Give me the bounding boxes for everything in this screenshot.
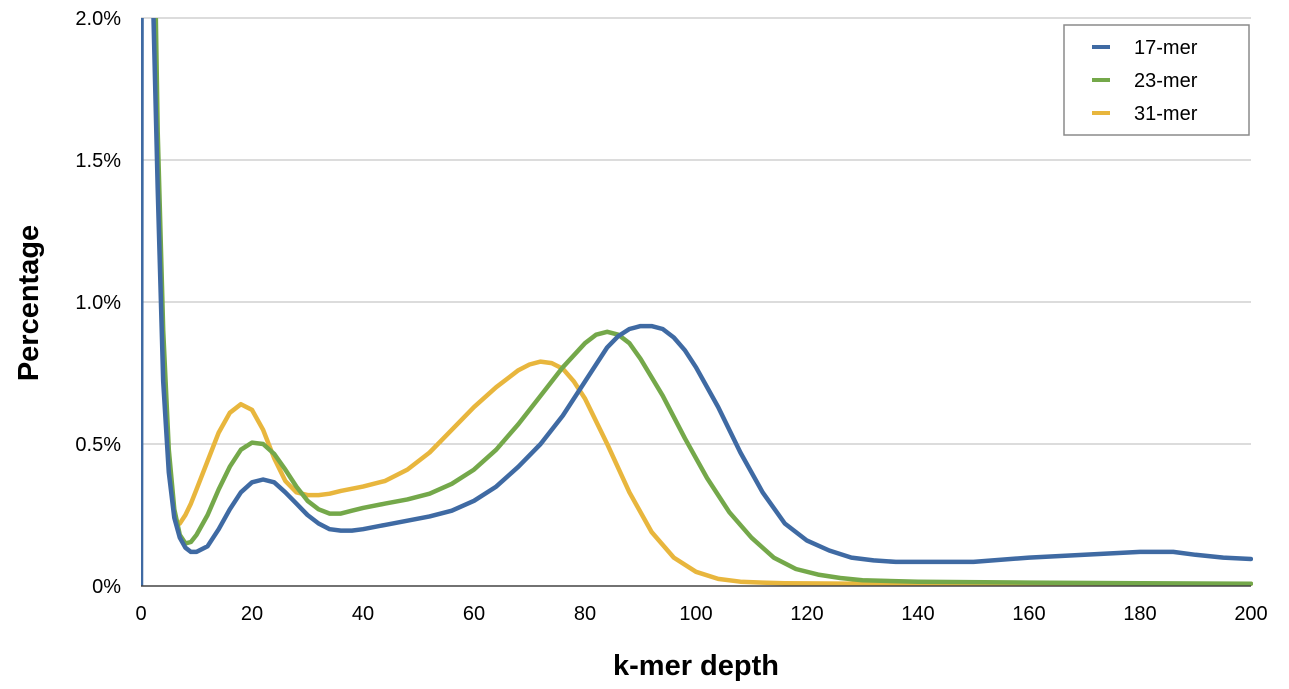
x-tick-label: 60	[463, 603, 485, 625]
x-tick-label: 100	[679, 603, 712, 625]
y-axis-ticks: 0% 0.5% 1.0% 1.5% 2.0%	[75, 8, 121, 598]
x-tick-label: 80	[574, 603, 596, 625]
x-axis-title: k-mer depth	[613, 650, 779, 682]
series-line-23-mer	[153, 18, 1253, 586]
x-tick-label: 200	[1234, 603, 1267, 625]
x-tick-label: 180	[1123, 603, 1156, 625]
x-tick-label: 40	[352, 603, 374, 625]
y-tick-label: 0%	[92, 576, 121, 598]
y-tick-label: 0.5%	[75, 434, 121, 456]
y-tick-label: 1.0%	[75, 292, 121, 314]
gridlines	[141, 17, 1251, 445]
legend-label: 17-mer	[1134, 37, 1198, 59]
series-line-31-mer	[177, 359, 1253, 586]
legend: 17-mer 23-mer 31-mer	[1063, 24, 1250, 136]
legend-label: 31-mer	[1134, 103, 1198, 125]
x-tick-label: 160	[1012, 603, 1045, 625]
x-tick-label: 20	[241, 603, 263, 625]
legend-label: 23-mer	[1134, 70, 1198, 92]
y-tick-label: 2.0%	[75, 8, 121, 30]
x-tick-label: 120	[790, 603, 823, 625]
x-tick-label: 140	[901, 603, 934, 625]
x-tick-label: 0	[135, 603, 146, 625]
y-axis-title: Percentage	[13, 225, 45, 381]
x-axis-ticks: 0 20 40 60 80 100 120 140 160 180 200	[135, 603, 1267, 625]
series-lines	[141, 18, 1253, 586]
y-tick-label: 1.5%	[75, 150, 121, 172]
series-line-17-mer	[141, 18, 1253, 586]
